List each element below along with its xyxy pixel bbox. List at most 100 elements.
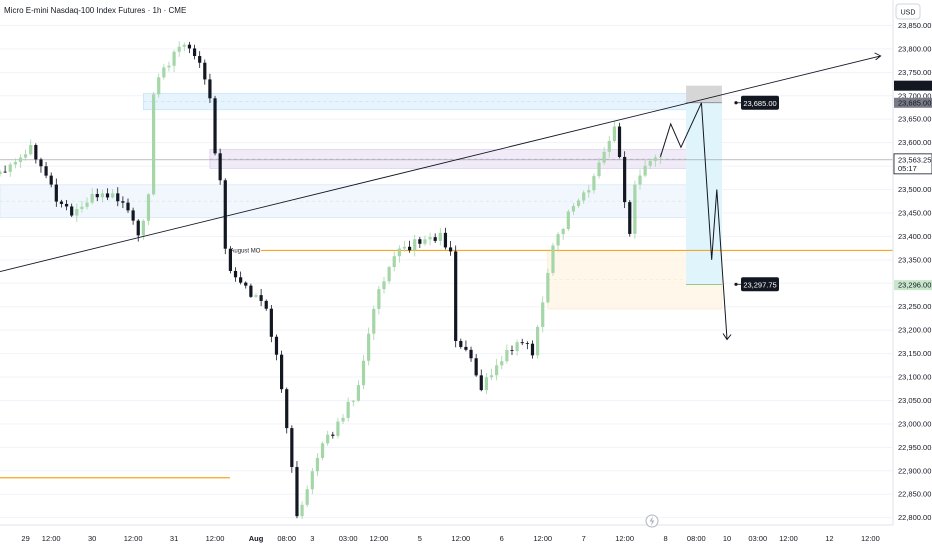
candle-body: [121, 201, 125, 203]
candle-body: [423, 239, 427, 244]
candle-body: [443, 232, 448, 248]
candle-body: [566, 211, 570, 230]
candle-body: [408, 246, 412, 251]
candle-body: [602, 151, 606, 163]
candle-body: [612, 126, 616, 141]
x-tick-label: 31: [170, 534, 178, 543]
candle-body: [433, 237, 437, 241]
x-tick-label: 03:00: [339, 534, 358, 543]
candle-body: [218, 153, 222, 181]
candle-body: [505, 350, 509, 362]
y-tick-label: 23,000.00: [898, 419, 931, 428]
candle-body: [320, 443, 325, 458]
candle-body: [536, 326, 540, 356]
position-target-zone: [686, 102, 722, 285]
chart-title: Micro E-mini Nasdaq-100 Index Futures · …: [4, 6, 186, 15]
candle-body: [377, 289, 381, 309]
candle-body: [576, 200, 581, 206]
candle-body: [198, 56, 202, 63]
level-label: August MO: [230, 248, 260, 254]
x-tick-label: 5: [418, 534, 422, 543]
candle-body: [643, 165, 647, 176]
candle-body: [495, 365, 499, 376]
axis-countdown: 05:17: [898, 164, 917, 173]
candle-body: [290, 428, 294, 468]
candle-body: [44, 166, 48, 176]
candle-body: [64, 203, 69, 207]
drawings[interactable]: 23,685.00 23,297.75: [0, 52, 882, 341]
candle-body: [136, 220, 140, 236]
candle-body: [638, 175, 642, 185]
candle-body: [29, 145, 33, 155]
candle-body: [525, 343, 529, 344]
candle-body: [500, 361, 504, 366]
candle-body: [346, 401, 350, 418]
y-tick-label: 23,800.00: [898, 44, 931, 53]
x-tick-label: 12:00: [615, 534, 634, 543]
candle-body: [295, 467, 299, 517]
candle-body: [510, 350, 514, 351]
candle-body: [459, 341, 463, 347]
x-tick-label: 08:00: [277, 534, 296, 543]
y-tick-label: 23,450.00: [898, 208, 931, 217]
candle-body: [162, 67, 166, 78]
candle-body: [167, 65, 171, 68]
candle-body: [111, 193, 115, 198]
candle-body: [515, 342, 519, 351]
candle-body: [331, 434, 335, 436]
y-tick-label: 22,900.00: [898, 466, 931, 475]
candle-body: [18, 157, 23, 162]
candle-body: [633, 184, 637, 234]
candle-body: [70, 206, 74, 216]
price-axis[interactable]: 22,800.00 22,850.00 22,900.00 22,950.00 23,0…: [893, 21, 932, 522]
candle-body: [59, 201, 64, 204]
candle-body: [192, 48, 197, 57]
candle-body: [520, 342, 524, 344]
candle-body: [582, 192, 586, 201]
lightning-icon[interactable]: [645, 514, 659, 528]
candle-body: [648, 160, 652, 166]
x-tick-label: 12:00: [779, 534, 798, 543]
candle-body: [285, 389, 289, 429]
candle-body: [300, 504, 304, 517]
candle-body: [182, 44, 186, 47]
candle-body: [8, 164, 12, 172]
x-tick-label: 12:00: [124, 534, 143, 543]
candle-body: [546, 272, 550, 303]
candle-body: [228, 248, 232, 271]
candle-body: [489, 375, 494, 378]
target-tag-bg[interactable]: [741, 277, 779, 292]
candle-body: [203, 62, 207, 80]
x-tick-label: 10: [723, 534, 731, 543]
y-tick-label: 22,850.00: [898, 490, 931, 499]
candle-body: [387, 267, 391, 282]
time-axis[interactable]: 29 12:00 30 12:00 31 12:00 Aug 08:00 3 03:00 12:00…: [21, 534, 879, 543]
candle-body: [326, 434, 330, 444]
candle-body: [551, 245, 555, 273]
candle-body: [607, 140, 611, 152]
candles: [0, 41, 663, 519]
currency-button[interactable]: USD: [895, 3, 921, 20]
entry-tag-bg[interactable]: [741, 95, 779, 110]
candle-body: [392, 256, 396, 268]
y-tick-label: 23,750.00: [898, 68, 931, 77]
x-tick-label: 30: [88, 534, 96, 543]
candle-body: [34, 145, 38, 160]
candle-body: [172, 51, 176, 66]
candle-body: [351, 400, 355, 402]
x-tick-label: 8: [664, 534, 668, 543]
candle-body: [39, 159, 43, 167]
trendline-arrow-icon: [874, 52, 882, 61]
candle-body: [177, 46, 181, 52]
x-tick-label: 12:00: [206, 534, 225, 543]
candle-body: [233, 270, 238, 278]
candle-body: [131, 210, 135, 221]
candle-body: [413, 239, 417, 251]
candle-body: [479, 375, 483, 391]
x-tick-label: 12:00: [861, 534, 880, 543]
candle-body: [244, 282, 248, 286]
candle-body: [239, 277, 243, 283]
candle-body: [24, 154, 28, 158]
